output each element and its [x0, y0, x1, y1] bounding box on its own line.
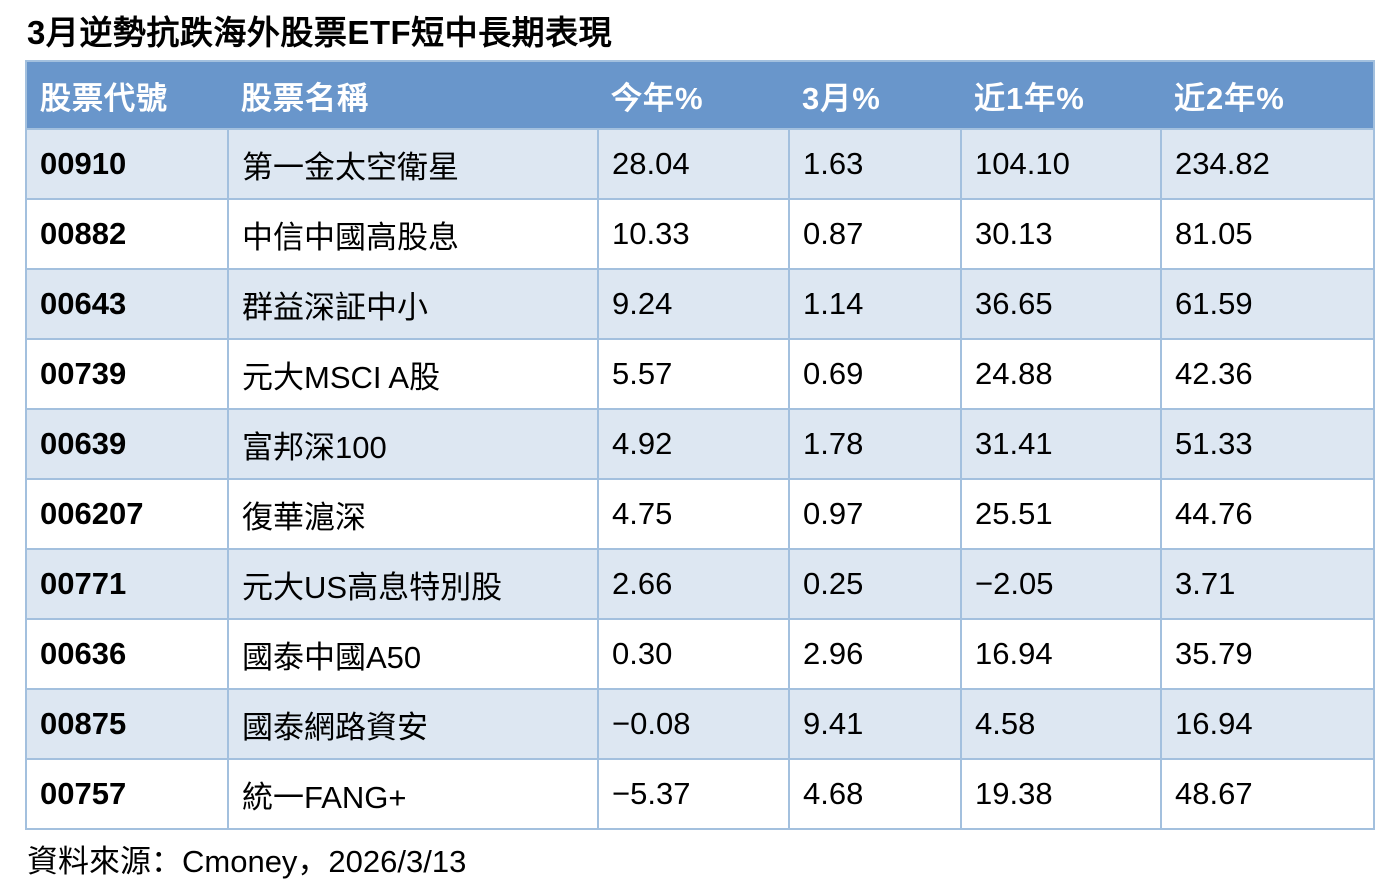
etf-table-body: 00910 第一金太空衛星 28.04 1.63 104.10 234.82 0… [25, 128, 1375, 830]
cell-stock-name: 元大US高息特別股 [227, 548, 599, 620]
cell-march-pct: 9.41 [788, 688, 962, 760]
table-row: 00882 中信中國高股息 10.33 0.87 30.13 81.05 [25, 198, 1375, 270]
cell-stock-name: 富邦深100 [227, 408, 599, 480]
cell-stock-code: 00636 [25, 618, 229, 690]
table-row: 00771 元大US高息特別股 2.66 0.25 −2.05 3.71 [25, 548, 1375, 620]
cell-stock-code: 00771 [25, 548, 229, 620]
cell-2yr-pct: 48.67 [1160, 758, 1375, 830]
cell-1yr-pct: 104.10 [960, 128, 1162, 200]
cell-march-pct: 2.96 [788, 618, 962, 690]
cell-stock-code: 00643 [25, 268, 229, 340]
table-header-row: 股票代號 股票名稱 今年% 3月% 近1年% 近2年% [26, 61, 1374, 129]
etf-performance-table: 股票代號 股票名稱 今年% 3月% 近1年% 近2年% 00910 第一金太空衛… [25, 60, 1375, 830]
cell-ytd-pct: 9.24 [597, 268, 790, 340]
cell-1yr-pct: 4.58 [960, 688, 1162, 760]
cell-1yr-pct: 31.41 [960, 408, 1162, 480]
cell-march-pct: 4.68 [788, 758, 962, 830]
cell-march-pct: 0.97 [788, 478, 962, 550]
cell-stock-name: 元大MSCI A股 [227, 338, 599, 410]
cell-stock-code: 00757 [25, 758, 229, 830]
table-row: 00875 國泰網路資安 −0.08 9.41 4.58 16.94 [25, 688, 1375, 760]
table-row: 00910 第一金太空衛星 28.04 1.63 104.10 234.82 [25, 128, 1375, 200]
cell-ytd-pct: 2.66 [597, 548, 790, 620]
cell-stock-code: 00882 [25, 198, 229, 270]
cell-2yr-pct: 81.05 [1160, 198, 1375, 270]
table-row: 006207 復華滬深 4.75 0.97 25.51 44.76 [25, 478, 1375, 550]
cell-stock-name: 復華滬深 [227, 478, 599, 550]
cell-2yr-pct: 16.94 [1160, 688, 1375, 760]
cell-2yr-pct: 35.79 [1160, 618, 1375, 690]
cell-1yr-pct: 36.65 [960, 268, 1162, 340]
cell-stock-code: 00910 [25, 128, 229, 200]
table-row: 00739 元大MSCI A股 5.57 0.69 24.88 42.36 [25, 338, 1375, 410]
table-row: 00757 統一FANG+ −5.37 4.68 19.38 48.67 [25, 758, 1375, 830]
cell-stock-name: 中信中國高股息 [227, 198, 599, 270]
cell-2yr-pct: 51.33 [1160, 408, 1375, 480]
cell-ytd-pct: 28.04 [597, 128, 790, 200]
cell-ytd-pct: 4.92 [597, 408, 790, 480]
column-header-march-pct: 3月% [789, 61, 961, 129]
cell-stock-code: 006207 [25, 478, 229, 550]
cell-2yr-pct: 61.59 [1160, 268, 1375, 340]
cell-stock-name: 統一FANG+ [227, 758, 599, 830]
column-header-ytd-pct: 今年% [598, 61, 789, 129]
cell-ytd-pct: 5.57 [597, 338, 790, 410]
cell-2yr-pct: 44.76 [1160, 478, 1375, 550]
cell-march-pct: 0.25 [788, 548, 962, 620]
cell-2yr-pct: 42.36 [1160, 338, 1375, 410]
cell-ytd-pct: 4.75 [597, 478, 790, 550]
cell-stock-name: 國泰中國A50 [227, 618, 599, 690]
cell-1yr-pct: −2.05 [960, 548, 1162, 620]
source-note: 資料來源：Cmoney，2026/3/13 [27, 844, 467, 879]
column-header-stock-code: 股票代號 [26, 61, 228, 129]
cell-march-pct: 1.14 [788, 268, 962, 340]
cell-ytd-pct: −0.08 [597, 688, 790, 760]
cell-ytd-pct: −5.37 [597, 758, 790, 830]
column-header-1yr-pct: 近1年% [961, 61, 1161, 129]
cell-1yr-pct: 25.51 [960, 478, 1162, 550]
cell-stock-code: 00875 [25, 688, 229, 760]
table-row: 00643 群益深証中小 9.24 1.14 36.65 61.59 [25, 268, 1375, 340]
cell-2yr-pct: 234.82 [1160, 128, 1375, 200]
cell-1yr-pct: 19.38 [960, 758, 1162, 830]
table-row: 00636 國泰中國A50 0.30 2.96 16.94 35.79 [25, 618, 1375, 690]
cell-stock-code: 00639 [25, 408, 229, 480]
cell-stock-name: 群益深証中小 [227, 268, 599, 340]
column-header-stock-name: 股票名稱 [228, 61, 598, 129]
cell-1yr-pct: 30.13 [960, 198, 1162, 270]
cell-stock-code: 00739 [25, 338, 229, 410]
table-row: 00639 富邦深100 4.92 1.78 31.41 51.33 [25, 408, 1375, 480]
page-title: 3月逆勢抗跌海外股票ETF短中長期表現 [27, 14, 613, 51]
column-header-2yr-pct: 近2年% [1161, 61, 1374, 129]
cell-stock-name: 第一金太空衛星 [227, 128, 599, 200]
cell-march-pct: 0.69 [788, 338, 962, 410]
cell-ytd-pct: 10.33 [597, 198, 790, 270]
cell-march-pct: 0.87 [788, 198, 962, 270]
cell-1yr-pct: 16.94 [960, 618, 1162, 690]
cell-1yr-pct: 24.88 [960, 338, 1162, 410]
cell-2yr-pct: 3.71 [1160, 548, 1375, 620]
cell-march-pct: 1.63 [788, 128, 962, 200]
cell-ytd-pct: 0.30 [597, 618, 790, 690]
cell-stock-name: 國泰網路資安 [227, 688, 599, 760]
cell-march-pct: 1.78 [788, 408, 962, 480]
